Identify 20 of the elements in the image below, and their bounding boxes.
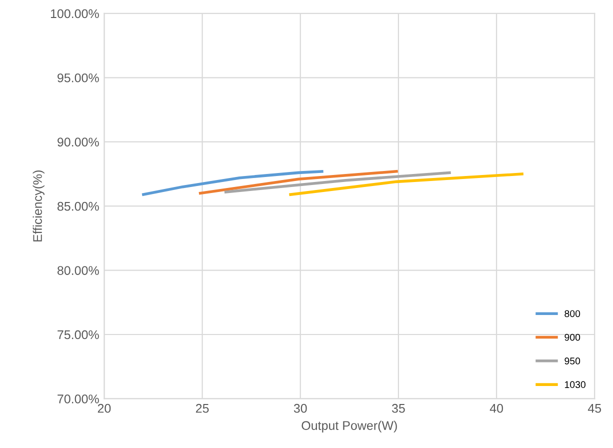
x-tick-label: 45 bbox=[588, 404, 602, 413]
legend-label: 800 bbox=[564, 310, 580, 318]
legend-label: 950 bbox=[564, 358, 580, 364]
x-tick-label: 40 bbox=[490, 404, 503, 413]
legend-label: 900 bbox=[564, 334, 580, 341]
y-tick-label: 95.00% bbox=[58, 73, 99, 82]
y-axis-title: Efficiency(%) bbox=[32, 170, 44, 242]
legend-label: 1030 bbox=[564, 381, 586, 388]
x-axis-title: Output Power(W) bbox=[302, 420, 397, 432]
line-series bbox=[142, 170, 324, 196]
y-tick-label: 90.00% bbox=[58, 138, 99, 147]
x-tick-label: 25 bbox=[196, 404, 209, 413]
x-tick-label: 30 bbox=[294, 404, 307, 413]
x-tick-label: 35 bbox=[392, 404, 405, 413]
y-tick-label: 70.00% bbox=[58, 394, 99, 404]
x-tick-label: 20 bbox=[98, 404, 111, 413]
y-tick-label: 85.00% bbox=[58, 202, 99, 211]
y-tick-label: 75.00% bbox=[58, 330, 99, 340]
y-tick-label: 80.00% bbox=[58, 266, 99, 275]
y-tick-label: 100.00% bbox=[50, 9, 99, 18]
